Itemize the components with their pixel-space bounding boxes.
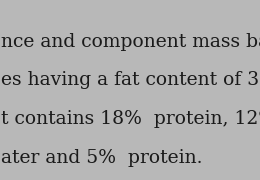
Text: nce and component mass bal: nce and component mass bal	[1, 33, 260, 51]
Text: t contains 18%  protein, 12%: t contains 18% protein, 12%	[1, 110, 260, 128]
Text: ater and 5%  protein.: ater and 5% protein.	[1, 149, 203, 167]
Text: es having a fat content of 30%: es having a fat content of 30%	[1, 71, 260, 89]
